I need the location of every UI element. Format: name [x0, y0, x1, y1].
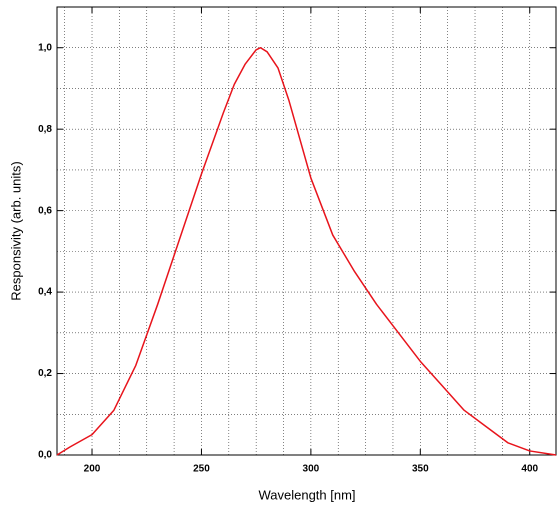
y-tick-label: 0,6 [38, 205, 52, 216]
data-line [56, 46, 557, 456]
x-tick-label: 250 [193, 464, 210, 475]
x-axis-title: Wavelength [nm] [258, 487, 355, 502]
y-tick-label: 0,0 [38, 450, 52, 461]
y-tick-label: 0,8 [38, 124, 52, 135]
y-tick-label: 1,0 [38, 42, 52, 53]
x-tick-label: 200 [84, 464, 101, 475]
plot-frame [56, 6, 557, 456]
y-tick-label: 0,4 [38, 287, 52, 298]
y-tick-label: 0,2 [38, 368, 52, 379]
x-tick-label: 350 [412, 464, 429, 475]
y-axis-title: Responsivity (arb. units) [8, 161, 23, 300]
x-tick-label: 400 [521, 464, 538, 475]
x-tick-label: 300 [303, 464, 320, 475]
